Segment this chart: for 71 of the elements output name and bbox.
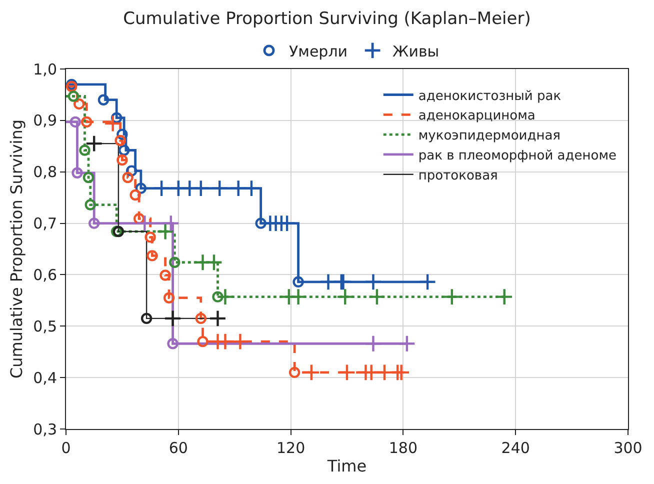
y-tick-label: 0,6	[33, 266, 57, 284]
point	[212, 291, 224, 302]
point	[443, 288, 461, 306]
point	[81, 116, 92, 128]
legend-label: аденокистозный рак	[418, 88, 562, 104]
y-tick-label: 0,3	[33, 420, 57, 438]
point	[398, 334, 416, 352]
x-axis-title: Time	[326, 456, 367, 476]
point	[152, 180, 170, 198]
point	[195, 312, 206, 324]
y-tick-label: 0,9	[33, 112, 57, 130]
legend-label: Умерли	[289, 42, 348, 60]
point	[216, 288, 234, 306]
point	[85, 134, 103, 152]
point	[88, 218, 100, 229]
point	[192, 180, 210, 198]
point	[242, 180, 260, 198]
point	[79, 144, 90, 156]
x-tick-label: 120	[276, 439, 306, 457]
point	[169, 256, 180, 268]
point	[136, 214, 154, 232]
point	[368, 288, 386, 306]
point	[140, 312, 152, 324]
point	[278, 214, 296, 232]
legend-label: протоковая	[418, 168, 498, 184]
point	[289, 288, 308, 306]
point	[160, 270, 171, 281]
legend-label: аденокарцинома	[418, 108, 536, 124]
x-tick-label: 0	[61, 439, 71, 457]
point	[156, 222, 174, 240]
point	[70, 116, 81, 128]
y-tick-label: 0,5	[33, 317, 57, 336]
y-axis-title: Cumulative Proportion Surviving	[7, 119, 26, 379]
point	[82, 172, 94, 184]
point	[164, 310, 182, 328]
legend-label: рак в плеоморфной аденоме	[418, 148, 617, 164]
point	[130, 189, 141, 201]
x-tick-label: 240	[501, 439, 530, 457]
y-tick-label: 0,8	[33, 163, 57, 182]
chart-title: Cumulative Proportion Surviving (Kaplan–Meier)	[123, 9, 531, 29]
point	[68, 90, 80, 102]
point	[418, 273, 436, 291]
x-tick-label: 300	[614, 439, 642, 457]
point	[208, 310, 227, 328]
y-tick-label: 0,7	[33, 214, 57, 233]
point	[74, 98, 85, 110]
point	[133, 213, 145, 224]
point	[167, 338, 178, 350]
point	[197, 336, 208, 348]
point	[364, 334, 382, 352]
point	[122, 172, 134, 184]
point	[496, 288, 514, 306]
point	[205, 254, 223, 272]
point	[84, 199, 96, 210]
y-tick-label: 1,0	[33, 60, 57, 78]
point	[162, 214, 180, 232]
x-tick-label: 60	[168, 439, 188, 457]
legend-label: мукоэпидермоидная	[418, 128, 561, 144]
point	[288, 366, 300, 378]
legend-label: Живы	[392, 42, 440, 60]
point	[72, 167, 83, 178]
point	[336, 288, 354, 306]
x-tick-label: 180	[388, 439, 418, 457]
y-tick-label: 0,4	[33, 368, 57, 387]
point	[364, 273, 382, 291]
point	[114, 134, 126, 146]
point	[163, 292, 175, 304]
point	[146, 250, 158, 262]
point	[144, 232, 156, 243]
point	[210, 180, 228, 198]
point	[116, 154, 128, 166]
